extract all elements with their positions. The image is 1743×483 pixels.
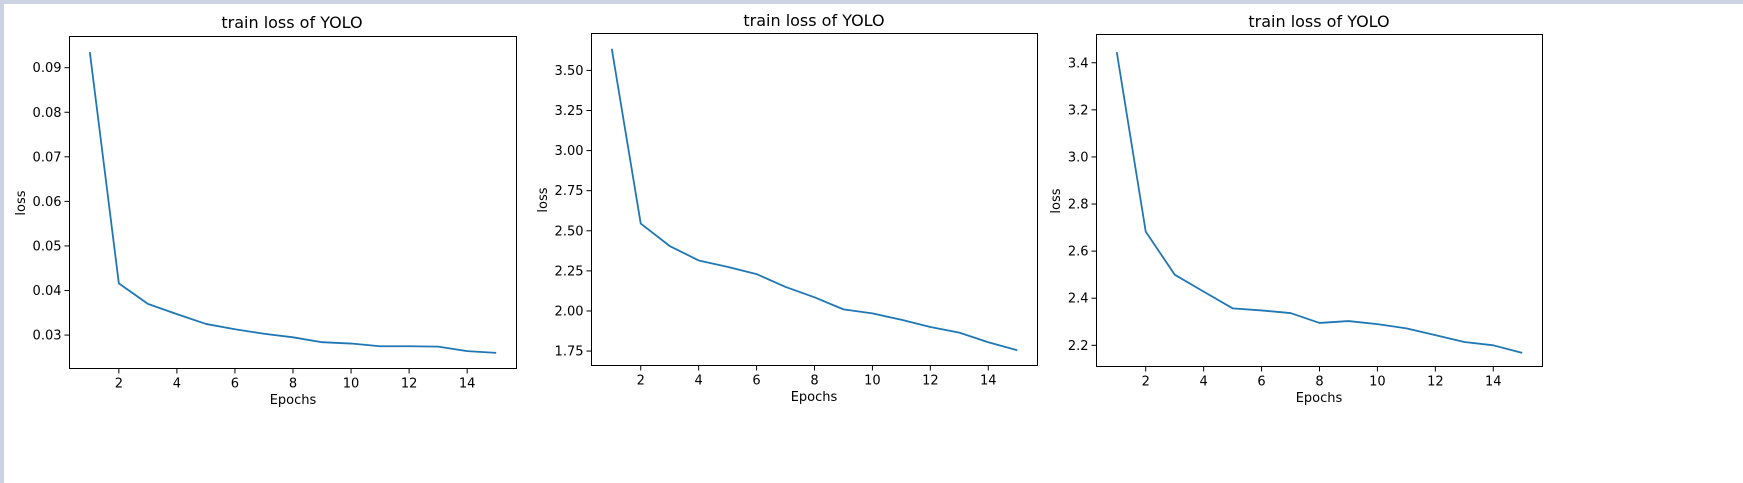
- x-tick-label: 8: [289, 377, 297, 392]
- x-tick-label: 8: [1315, 375, 1323, 390]
- y-tick-label: 1.75: [555, 345, 584, 360]
- loss-line: [88, 51, 497, 354]
- x-tick-label: 14: [1485, 375, 1502, 390]
- x-axis-label: Epochs: [791, 390, 838, 405]
- y-tick-label: 3.25: [555, 104, 584, 119]
- y-tick-label: 2.50: [555, 224, 584, 239]
- x-axis-label: Epochs: [270, 393, 317, 408]
- chart-panel-2: train loss of YOLO 2 4 6 8 10 12 14 1.75 2.00 2.…: [536, 11, 1038, 405]
- x-tick-label: 2: [115, 377, 123, 392]
- x-tick-label: 12: [401, 377, 418, 392]
- y-tick-label: 2.00: [555, 304, 584, 319]
- x-tick-label: 10: [343, 377, 360, 392]
- x-axis: 2 4 6 8 10 12 14: [637, 365, 997, 389]
- plot-frame: [69, 36, 517, 369]
- y-tick-label: 3.50: [555, 64, 584, 79]
- y-tick-label: 2.25: [555, 264, 584, 279]
- loss-line: [1115, 52, 1523, 354]
- loss-charts-figure: train loss of YOLO 2 4 6 8 10 12 14 0.030.040.…: [14, 11, 1543, 408]
- x-tick-label: 10: [1369, 375, 1386, 390]
- y-axis: 2.2 2.4 2.6 2.8 3.0 3.2 3.4: [1068, 56, 1097, 354]
- x-tick-label: 4: [1200, 375, 1208, 390]
- x-tick-label: 12: [1427, 375, 1444, 390]
- y-tick-label: 0.08: [33, 106, 62, 121]
- x-axis: 2 4 6 8 10 12 14: [115, 368, 476, 392]
- y-tick-label: 3.2: [1068, 103, 1089, 118]
- plot-frame: [1096, 34, 1543, 367]
- x-tick-label: 14: [980, 374, 997, 389]
- x-tick-label: 10: [864, 374, 881, 389]
- y-tick-label: 0.06: [33, 195, 62, 210]
- figure-canvas: train loss of YOLO 2 4 6 8 10 12 14 0.03 0.04 0.…: [4, 4, 1743, 483]
- y-tick-label: 2.4: [1068, 292, 1089, 307]
- y-tick-label: 3.4: [1068, 56, 1089, 71]
- y-tick-label: 2.2: [1068, 339, 1089, 354]
- y-axis-label: loss: [1049, 188, 1064, 213]
- x-axis-label: Epochs: [1296, 391, 1343, 406]
- x-tick-label: 2: [1142, 375, 1150, 390]
- y-axis-label: loss: [14, 190, 29, 215]
- x-tick-label: 8: [810, 374, 818, 389]
- y-tick-label: 0.07: [33, 150, 62, 165]
- x-tick-label: 6: [752, 374, 760, 389]
- chart-panel-3: train loss of YOLO 2 4 6 8 10 12 14 2.22.42.62…: [1049, 12, 1543, 406]
- y-tick-label: 2.75: [555, 184, 584, 199]
- chart-title: train loss of YOLO: [1248, 12, 1389, 31]
- x-tick-label: 4: [695, 374, 703, 389]
- y-axis: 1.75 2.00 2.25 2.50 2.75 3.00 3.25 3.50: [555, 64, 592, 360]
- y-axis-label: loss: [536, 187, 551, 212]
- x-tick-label: 4: [173, 377, 181, 392]
- x-tick-label: 6: [1257, 375, 1265, 390]
- y-tick-label: 0.04: [33, 284, 62, 299]
- y-tick-label: 2.8: [1068, 198, 1089, 213]
- chart-panel-1: train loss of YOLO 2 4 6 8 10 12 14 0.030.040.…: [14, 13, 517, 408]
- x-axis: 2 4 6 8 10 12 14: [1142, 366, 1502, 390]
- x-tick-label: 6: [231, 377, 239, 392]
- y-tick-label: 0.05: [33, 239, 62, 254]
- x-tick-label: 2: [637, 374, 645, 389]
- plot-frame: [591, 33, 1038, 366]
- loss-line: [610, 48, 1018, 352]
- chart-title: train loss of YOLO: [743, 11, 884, 30]
- y-tick-label: 3.00: [555, 144, 584, 159]
- chart-title: train loss of YOLO: [221, 13, 362, 32]
- y-axis: 0.03 0.04 0.05 0.06 0.07 0.08 0.09: [33, 61, 70, 344]
- y-tick-label: 2.6: [1068, 245, 1089, 260]
- x-tick-label: 14: [459, 377, 476, 392]
- y-tick-label: 3.0: [1068, 150, 1089, 165]
- y-tick-label: 0.03: [33, 329, 62, 344]
- x-tick-label: 12: [922, 374, 939, 389]
- y-tick-label: 0.09: [33, 61, 62, 76]
